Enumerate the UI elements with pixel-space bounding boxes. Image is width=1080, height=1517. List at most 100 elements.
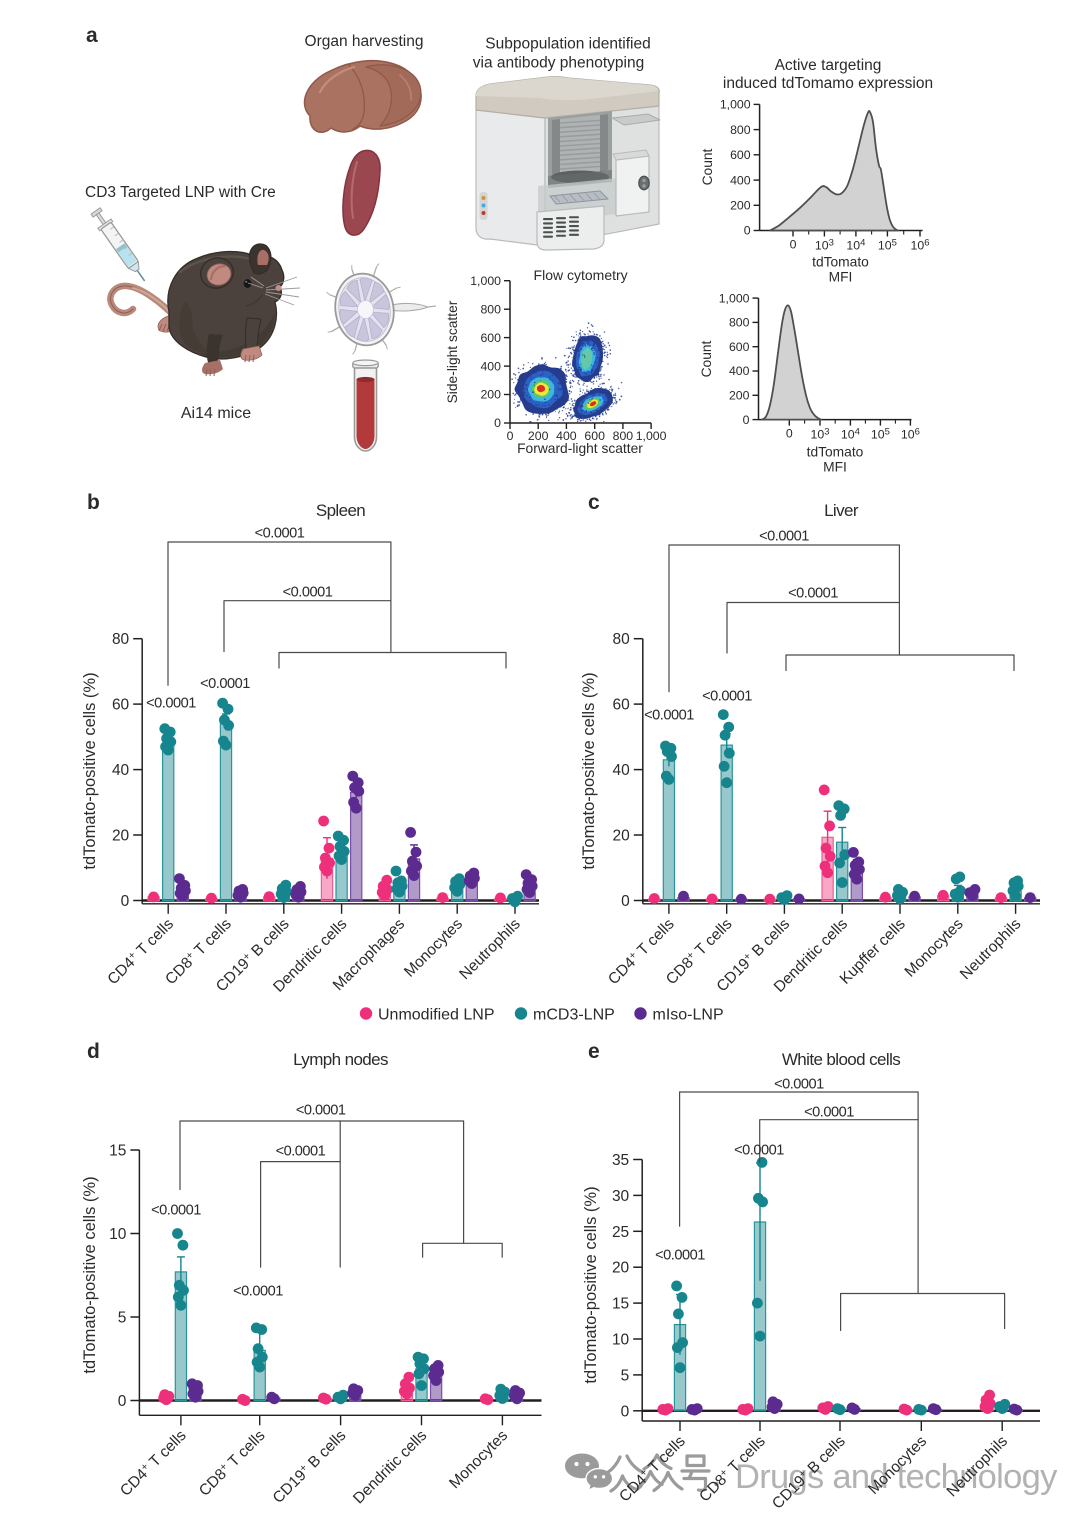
svg-text:a: a bbox=[86, 24, 98, 47]
svg-text:400: 400 bbox=[556, 429, 577, 443]
svg-text:Monocytes: Monocytes bbox=[446, 1427, 511, 1492]
svg-text:<0.0001: <0.0001 bbox=[276, 1144, 326, 1160]
svg-text:<0.0001: <0.0001 bbox=[788, 586, 838, 602]
svg-text:1,000: 1,000 bbox=[636, 429, 667, 443]
svg-text:tdTomato-positive cells (%): tdTomato-positive cells (%) bbox=[81, 1176, 99, 1373]
svg-text:106: 106 bbox=[911, 238, 930, 253]
svg-text:CD4+ T cells: CD4+ T cells bbox=[616, 1432, 689, 1505]
svg-text:30: 30 bbox=[612, 1188, 630, 1205]
svg-text:40: 40 bbox=[613, 762, 631, 779]
svg-text:600: 600 bbox=[584, 429, 605, 443]
svg-text:tdTomato-positive cells (%): tdTomato-positive cells (%) bbox=[81, 672, 99, 869]
svg-text:Spleen: Spleen bbox=[316, 501, 365, 520]
svg-text:25: 25 bbox=[612, 1224, 629, 1241]
svg-text:200: 200 bbox=[730, 199, 751, 213]
svg-text:600: 600 bbox=[480, 331, 501, 345]
svg-text:induced tdTomamo expression: induced tdTomamo expression bbox=[723, 75, 933, 92]
svg-text:35: 35 bbox=[612, 1152, 629, 1169]
svg-text:<0.0001: <0.0001 bbox=[151, 1203, 201, 1219]
svg-text:CD3 Targeted LNP with Cre: CD3 Targeted LNP with Cre bbox=[85, 184, 276, 201]
svg-text:80: 80 bbox=[112, 631, 130, 648]
svg-text:e: e bbox=[588, 1040, 600, 1063]
svg-text:<0.0001: <0.0001 bbox=[734, 1143, 784, 1159]
svg-text:0: 0 bbox=[507, 429, 514, 443]
svg-text:400: 400 bbox=[729, 364, 750, 378]
svg-text:c: c bbox=[588, 491, 600, 514]
svg-text:Active targeting: Active targeting bbox=[775, 57, 882, 74]
svg-text:Dendritic cells: Dendritic cells bbox=[350, 1427, 430, 1507]
svg-text:<0.0001: <0.0001 bbox=[759, 529, 809, 545]
svg-text:<0.0001: <0.0001 bbox=[283, 585, 333, 601]
svg-text:20: 20 bbox=[613, 828, 631, 845]
svg-text:800: 800 bbox=[480, 302, 501, 316]
svg-text:<0.0001: <0.0001 bbox=[702, 689, 752, 705]
svg-text:0: 0 bbox=[744, 224, 751, 238]
svg-text:1,000: 1,000 bbox=[470, 274, 501, 288]
svg-text:60: 60 bbox=[112, 697, 130, 714]
svg-text:Neutrophils: Neutrophils bbox=[456, 915, 524, 983]
svg-text:Count: Count bbox=[700, 148, 715, 185]
svg-text:5: 5 bbox=[118, 1310, 127, 1327]
svg-text:400: 400 bbox=[730, 173, 751, 187]
svg-text:MFI: MFI bbox=[823, 460, 847, 475]
svg-text:mCD3-LNP: mCD3-LNP bbox=[533, 1007, 615, 1024]
svg-text:20: 20 bbox=[612, 1260, 630, 1277]
svg-text:Forward-light scatter: Forward-light scatter bbox=[517, 441, 643, 456]
svg-text:Unmodified LNP: Unmodified LNP bbox=[378, 1007, 495, 1024]
svg-text:MFI: MFI bbox=[829, 270, 853, 285]
svg-text:200: 200 bbox=[729, 389, 750, 403]
svg-text:<0.0001: <0.0001 bbox=[774, 1077, 824, 1093]
svg-text:<0.0001: <0.0001 bbox=[255, 526, 305, 542]
svg-text:10: 10 bbox=[612, 1332, 630, 1349]
svg-text:103: 103 bbox=[811, 427, 830, 442]
svg-text:tdTomato-positive cells (%): tdTomato-positive cells (%) bbox=[580, 672, 598, 869]
svg-text:15: 15 bbox=[109, 1143, 126, 1160]
svg-text:20: 20 bbox=[112, 828, 130, 845]
svg-text:80: 80 bbox=[613, 631, 631, 648]
svg-text:10: 10 bbox=[109, 1226, 127, 1243]
svg-text:800: 800 bbox=[729, 316, 750, 330]
svg-text:0: 0 bbox=[621, 1403, 630, 1420]
svg-text:0: 0 bbox=[494, 416, 501, 430]
svg-text:800: 800 bbox=[613, 429, 634, 443]
svg-text:40: 40 bbox=[112, 762, 130, 779]
svg-text:mIso-LNP: mIso-LNP bbox=[653, 1007, 724, 1024]
svg-text:105: 105 bbox=[878, 238, 897, 253]
svg-text:60: 60 bbox=[613, 697, 631, 714]
svg-text:5: 5 bbox=[621, 1367, 630, 1384]
svg-text:0: 0 bbox=[118, 1393, 127, 1410]
svg-text:Lymph nodes: Lymph nodes bbox=[293, 1050, 388, 1069]
svg-text:Subpopulation identified: Subpopulation identified bbox=[485, 36, 650, 53]
svg-text:White blood cells: White blood cells bbox=[782, 1050, 900, 1069]
svg-text:0: 0 bbox=[743, 413, 750, 427]
svg-text:<0.0001: <0.0001 bbox=[200, 676, 250, 692]
svg-text:<0.0001: <0.0001 bbox=[233, 1284, 283, 1300]
svg-text:600: 600 bbox=[730, 148, 751, 162]
svg-text:<0.0001: <0.0001 bbox=[644, 708, 694, 724]
svg-text:106: 106 bbox=[901, 427, 920, 442]
svg-text:Drugs and technology: Drugs and technology bbox=[735, 1458, 1058, 1496]
svg-text:Neutrophils: Neutrophils bbox=[957, 915, 1025, 983]
svg-text:<0.0001: <0.0001 bbox=[146, 696, 196, 712]
svg-text:tdTomato: tdTomato bbox=[807, 445, 864, 460]
svg-text:0: 0 bbox=[790, 238, 797, 252]
svg-text:0: 0 bbox=[121, 893, 130, 910]
svg-text:CD8+ T cells: CD8+ T cells bbox=[195, 1426, 268, 1499]
svg-text:105: 105 bbox=[871, 427, 890, 442]
svg-text:104: 104 bbox=[841, 427, 860, 442]
svg-text:1,000: 1,000 bbox=[720, 98, 751, 112]
svg-text:800: 800 bbox=[730, 123, 751, 137]
svg-text:Organ harvesting: Organ harvesting bbox=[305, 33, 424, 50]
svg-text:Count: Count bbox=[699, 340, 714, 377]
svg-text:b: b bbox=[87, 491, 100, 514]
svg-text:Liver: Liver bbox=[824, 501, 859, 520]
svg-text:<0.0001: <0.0001 bbox=[655, 1248, 705, 1264]
svg-text:15: 15 bbox=[612, 1296, 629, 1313]
svg-text:tdTomato-positive cells (%): tdTomato-positive cells (%) bbox=[582, 1186, 600, 1383]
svg-text:1,000: 1,000 bbox=[719, 291, 750, 305]
svg-text:400: 400 bbox=[480, 359, 501, 373]
svg-text:Ai14 mice: Ai14 mice bbox=[181, 405, 251, 422]
svg-text:0: 0 bbox=[621, 893, 630, 910]
svg-text:104: 104 bbox=[846, 238, 865, 253]
svg-text:0: 0 bbox=[786, 427, 793, 441]
